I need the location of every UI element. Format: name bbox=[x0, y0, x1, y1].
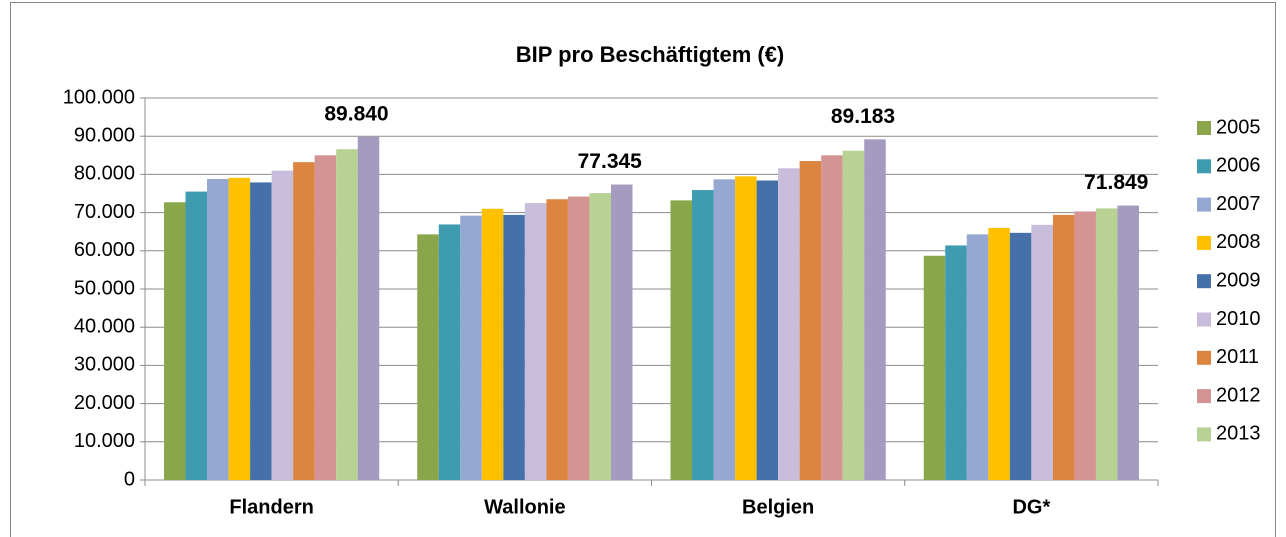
bar bbox=[336, 149, 358, 481]
bar bbox=[314, 155, 337, 481]
data-label: 71.849 bbox=[1084, 171, 1148, 194]
legend-swatch bbox=[1197, 312, 1211, 327]
bar bbox=[163, 202, 186, 480]
bar bbox=[1009, 232, 1032, 480]
bar bbox=[250, 182, 272, 480]
legend-swatch bbox=[1197, 121, 1211, 135]
y-tick-label: 50.000 bbox=[74, 277, 135, 299]
bar bbox=[864, 139, 886, 481]
bar bbox=[228, 177, 251, 480]
bar bbox=[1117, 205, 1140, 481]
y-tick-label: 60.000 bbox=[74, 239, 135, 261]
legend-label: 2006 bbox=[1216, 155, 1261, 177]
bar bbox=[1095, 208, 1118, 480]
bar bbox=[481, 208, 504, 480]
bar bbox=[271, 170, 294, 480]
bar bbox=[945, 245, 967, 480]
bar bbox=[778, 168, 800, 480]
bar bbox=[1031, 224, 1053, 480]
x-tick-label: Wallonie bbox=[484, 496, 565, 518]
data-label: 77.345 bbox=[578, 150, 643, 173]
y-tick-label: 0 bbox=[124, 468, 135, 490]
legend-swatch bbox=[1197, 197, 1211, 212]
y-tick-label: 30.000 bbox=[74, 354, 135, 376]
bar bbox=[735, 176, 757, 480]
bar bbox=[670, 200, 693, 480]
bar bbox=[799, 161, 822, 480]
legend-swatch bbox=[1197, 427, 1211, 442]
legend-swatch bbox=[1197, 350, 1211, 365]
data-label: 89.183 bbox=[831, 105, 895, 128]
x-tick-label: DG* bbox=[1012, 496, 1050, 518]
bar bbox=[293, 162, 315, 480]
bar bbox=[756, 180, 779, 480]
legend-swatch bbox=[1197, 235, 1211, 250]
y-tick-label: 70.000 bbox=[74, 201, 135, 223]
bar bbox=[923, 255, 946, 480]
bar bbox=[417, 234, 439, 480]
legend-label: 2008 bbox=[1216, 231, 1261, 253]
y-tick-label: 20.000 bbox=[74, 392, 135, 414]
bar bbox=[966, 234, 989, 480]
legend-label: 2007 bbox=[1216, 193, 1261, 215]
bar bbox=[503, 214, 525, 480]
bar bbox=[460, 215, 482, 480]
data-label: 89.840 bbox=[324, 102, 388, 125]
legend-swatch bbox=[1197, 389, 1211, 404]
x-tick-label: Belgien bbox=[742, 496, 814, 518]
legend-swatch bbox=[1197, 159, 1211, 174]
bar bbox=[988, 227, 1010, 480]
legend-label: 2012 bbox=[1216, 384, 1261, 406]
bar bbox=[546, 199, 568, 481]
x-tick-label: Flandern bbox=[229, 496, 313, 518]
bar bbox=[185, 191, 208, 480]
y-tick-label: 90.000 bbox=[74, 124, 135, 146]
legend-swatch bbox=[1197, 274, 1211, 289]
bar bbox=[438, 224, 461, 480]
legend-label: 2010 bbox=[1216, 308, 1261, 330]
y-tick-label: 100.000 bbox=[63, 86, 135, 108]
bar bbox=[713, 179, 736, 480]
bar bbox=[589, 193, 611, 481]
bar bbox=[524, 203, 547, 481]
y-tick-label: 10.000 bbox=[74, 430, 135, 452]
legend-label: 2009 bbox=[1216, 269, 1261, 291]
legend-label: 2011 bbox=[1216, 346, 1259, 368]
bar bbox=[610, 184, 633, 480]
bar bbox=[821, 155, 843, 481]
bar bbox=[357, 136, 380, 480]
chart-title: BIP pro Beschäftigtem (€) bbox=[516, 42, 785, 67]
bar bbox=[1052, 214, 1075, 480]
legend-label: 2013 bbox=[1216, 423, 1261, 445]
bar bbox=[567, 196, 590, 480]
legend-label: 2005 bbox=[1216, 116, 1261, 138]
y-tick-label: 80.000 bbox=[74, 163, 135, 185]
bar bbox=[842, 150, 865, 480]
y-tick-label: 40.000 bbox=[74, 315, 135, 337]
bar bbox=[207, 178, 229, 480]
bar bbox=[692, 190, 714, 480]
bar bbox=[1074, 211, 1096, 481]
